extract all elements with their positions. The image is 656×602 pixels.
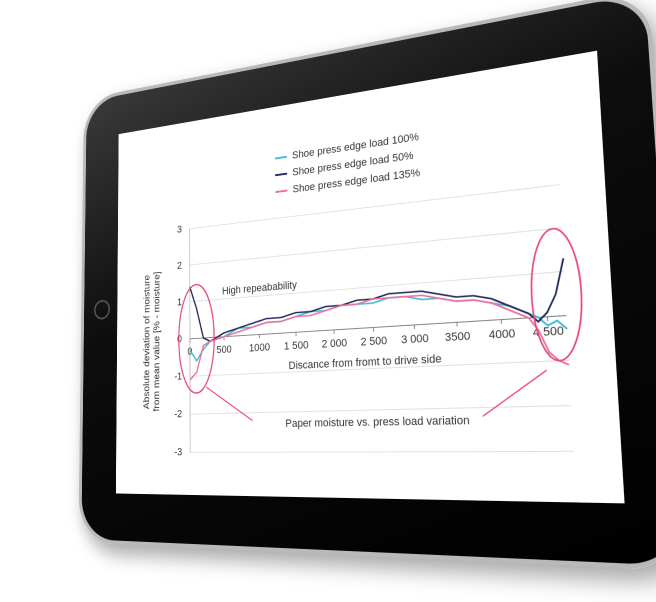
grid-line (190, 451, 574, 452)
x-tick-label: 2 500 (361, 334, 388, 348)
y-axis-title: from mean value [% - moisture] (152, 271, 162, 412)
x-tick-label: 4000 (489, 327, 516, 342)
annotation: High repeabability (222, 279, 298, 297)
y-tick-label: 2 (177, 260, 182, 272)
page: -3 -2 -1 0 1 2 3 0 500 1000 1 500 2 000 2 500 3 000 35… (0, 0, 656, 602)
grid-line (190, 406, 571, 415)
y-tick-label: 0 (177, 333, 182, 345)
y-axis-title: Absolute deviation of moisture (142, 274, 152, 409)
screen: -3 -2 -1 0 1 2 3 0 500 1000 1 500 2 000 2 500 3 000 35… (116, 51, 625, 504)
grid-line (190, 185, 560, 229)
tablet: -3 -2 -1 0 1 2 3 0 500 1000 1 500 2 000 2 500 3 000 35… (78, 0, 656, 571)
legend-swatch (275, 174, 287, 176)
x-tick-label: 2 000 (322, 337, 348, 351)
home-button (94, 299, 110, 320)
x-tick-label: 500 (217, 343, 232, 356)
arrow (481, 370, 549, 416)
arrow (206, 385, 252, 421)
y-tick-label: 3 (177, 224, 182, 236)
stage: -3 -2 -1 0 1 2 3 0 500 1000 1 500 2 000 2 500 3 000 35… (0, 0, 656, 602)
x-tick-label: 3 000 (401, 332, 429, 347)
x-tick-label: 0 (187, 346, 192, 358)
y-tick-label: -2 (174, 408, 182, 420)
grid-line (190, 228, 562, 265)
annotation: Paper moisture vs. press load variation (285, 414, 470, 430)
y-tick-label: -1 (174, 371, 182, 383)
y-tick-label: -3 (174, 446, 182, 458)
chart: -3 -2 -1 0 1 2 3 0 500 1000 1 500 2 000 2 500 3 000 35… (116, 51, 625, 504)
x-tick-label: 3500 (445, 330, 471, 345)
y-tick-label: 1 (177, 296, 182, 308)
x-tick-label: 1 500 (284, 339, 309, 353)
x-tick-label: 1000 (249, 341, 270, 354)
highlight-ellipse (528, 226, 585, 362)
series-line (190, 285, 568, 362)
legend-swatch (275, 191, 287, 193)
legend-swatch (275, 157, 287, 159)
